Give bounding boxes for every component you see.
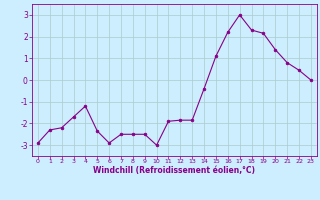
X-axis label: Windchill (Refroidissement éolien,°C): Windchill (Refroidissement éolien,°C) xyxy=(93,166,255,175)
